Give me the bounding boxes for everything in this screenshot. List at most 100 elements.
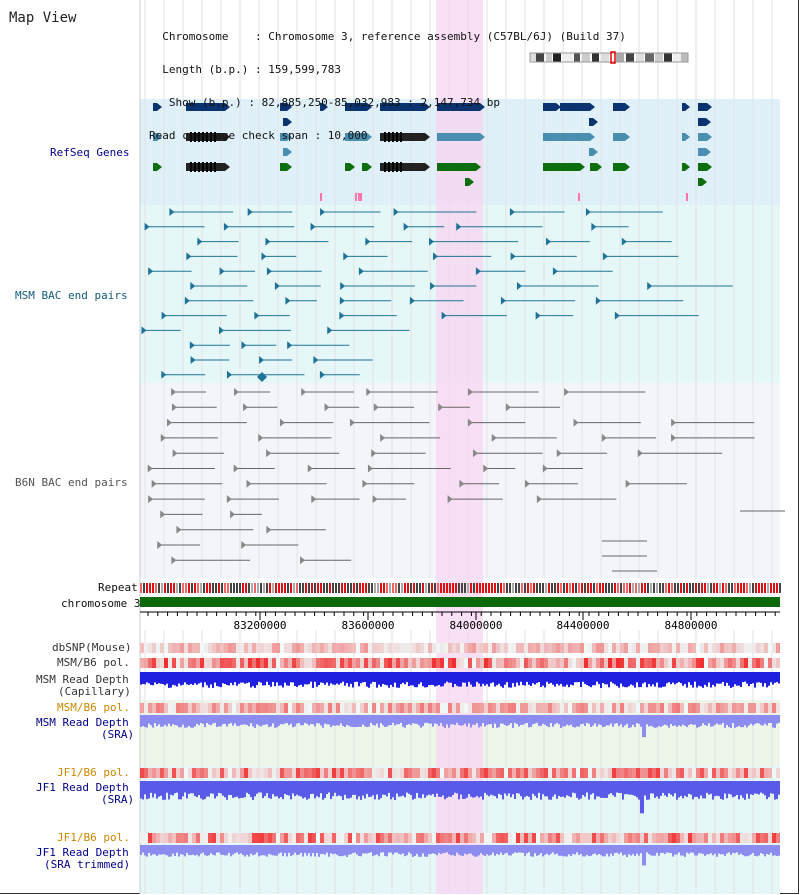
polymorphism-cell bbox=[704, 658, 708, 668]
read-depth-bar bbox=[446, 715, 448, 725]
read-depth-bar bbox=[338, 845, 340, 857]
read-depth-bar bbox=[330, 781, 332, 800]
polymorphism-cell bbox=[452, 703, 456, 713]
read-depth-bar bbox=[586, 672, 588, 685]
polymorphism-cell bbox=[584, 768, 588, 778]
read-depth-bar bbox=[704, 845, 706, 856]
gene-arrow bbox=[707, 103, 712, 111]
read-depth-bar bbox=[378, 845, 380, 857]
polymorphism-cell bbox=[408, 703, 412, 713]
track-label-jf1-depth-sra[interactable]: JF1 Read Depth bbox=[36, 781, 129, 794]
polymorphism-cell bbox=[248, 768, 252, 778]
polymorphism-cell bbox=[728, 643, 732, 653]
gene-exon-stripe bbox=[396, 162, 398, 172]
polymorphism-cell bbox=[664, 768, 668, 778]
read-depth-bar bbox=[756, 715, 758, 724]
polymorphism-cell bbox=[272, 768, 276, 778]
read-depth-bar bbox=[186, 845, 188, 854]
read-depth-bar bbox=[684, 672, 686, 685]
polymorphism-cell bbox=[168, 658, 172, 668]
track-label-jf1-b6-pol-2[interactable]: JF1/B6 pol. bbox=[57, 831, 130, 844]
track-label-repeat[interactable]: Repeat bbox=[98, 581, 138, 594]
polymorphism-cell bbox=[180, 658, 184, 668]
read-depth-bar bbox=[660, 781, 662, 796]
msm-bac-end bbox=[621, 237, 627, 246]
read-depth-bar bbox=[204, 672, 206, 683]
polymorphism-cell bbox=[364, 768, 368, 778]
polymorphism-cell bbox=[708, 768, 712, 778]
read-depth-bar bbox=[576, 781, 578, 798]
gene-exon bbox=[186, 103, 225, 111]
gene-exon bbox=[698, 148, 706, 156]
polymorphism-cell bbox=[616, 703, 620, 713]
read-depth-bar bbox=[752, 715, 754, 726]
gene-arrow bbox=[225, 163, 230, 171]
track-label-msm-b6-pol[interactable]: MSM/B6 pol. bbox=[57, 656, 130, 669]
track-label-msm-b6-pol-2[interactable]: MSM/B6 pol. bbox=[57, 701, 130, 714]
track-label-b6n-bac[interactable]: B6N BAC end pairs bbox=[15, 476, 128, 489]
polymorphism-cell bbox=[732, 833, 736, 843]
track-label-jf1-b6-pol[interactable]: JF1/B6 pol. bbox=[57, 766, 130, 779]
read-depth-bar bbox=[672, 845, 674, 857]
read-depth-bar bbox=[422, 715, 424, 727]
read-depth-bar bbox=[528, 845, 530, 853]
polymorphism-cell bbox=[348, 658, 352, 668]
read-depth-bar bbox=[146, 672, 148, 683]
polymorphism-cell bbox=[288, 643, 292, 653]
read-depth-bar bbox=[632, 781, 634, 796]
polymorphism-cell bbox=[156, 768, 160, 778]
repeat-element bbox=[674, 583, 676, 593]
read-depth-bar bbox=[490, 781, 492, 795]
track-label-msm-bac[interactable]: MSM BAC end pairs bbox=[15, 289, 128, 302]
read-depth-bar bbox=[536, 672, 538, 683]
read-depth-bar bbox=[336, 672, 338, 684]
read-depth-bar bbox=[500, 672, 502, 687]
ideogram-band bbox=[563, 53, 573, 62]
read-depth-bar bbox=[690, 781, 692, 795]
read-depth-bar bbox=[422, 781, 424, 795]
repeat-element bbox=[635, 583, 637, 593]
gene-exon-stripe bbox=[392, 162, 394, 172]
polymorphism-cell bbox=[736, 658, 740, 668]
read-depth-bar bbox=[296, 781, 298, 795]
polymorphism-cell bbox=[696, 643, 700, 653]
repeat-element bbox=[614, 583, 616, 593]
polymorphism-cell bbox=[652, 643, 656, 653]
polymorphism-cell bbox=[140, 703, 144, 713]
read-depth-bar bbox=[374, 781, 376, 800]
read-depth-bar bbox=[246, 845, 248, 855]
read-depth-bar bbox=[746, 845, 748, 857]
polymorphism-cell bbox=[284, 703, 288, 713]
track-label-jf1-depth-trim[interactable]: JF1 Read Depth bbox=[36, 846, 129, 859]
read-depth-bar bbox=[314, 781, 316, 799]
polymorphism-cell bbox=[472, 643, 476, 653]
polymorphism-cell bbox=[624, 768, 628, 778]
read-depth-bar bbox=[494, 845, 496, 856]
polymorphism-cell bbox=[276, 833, 280, 843]
gene-exon bbox=[543, 103, 556, 111]
track-label-msm-depth-cap[interactable]: MSM Read Depth bbox=[36, 673, 129, 686]
read-depth-bar bbox=[484, 715, 486, 727]
read-depth-bar bbox=[748, 845, 750, 856]
chromosome-band bbox=[140, 597, 780, 607]
b6n-bac-end bbox=[601, 433, 607, 442]
read-depth-bar bbox=[402, 781, 404, 796]
polymorphism-cell bbox=[436, 768, 440, 778]
read-depth-bar bbox=[622, 781, 624, 800]
read-depth-bar bbox=[706, 781, 708, 793]
read-depth-bar bbox=[728, 672, 730, 686]
read-depth-bar bbox=[564, 781, 566, 798]
polymorphism-cell bbox=[312, 658, 316, 668]
polymorphism-cell bbox=[592, 643, 596, 653]
track-label-msm-depth-sra[interactable]: MSM Read Depth bbox=[36, 716, 129, 729]
polymorphism-cell bbox=[292, 833, 296, 843]
read-depth-bar bbox=[372, 672, 374, 682]
read-depth-bar bbox=[524, 845, 526, 856]
read-depth-bar bbox=[420, 845, 422, 857]
track-label-refseq[interactable]: RefSeq Genes bbox=[50, 146, 130, 159]
read-depth-bar bbox=[190, 781, 192, 794]
repeat-element bbox=[356, 583, 358, 593]
track-label-dbsnp[interactable]: dbSNP(Mouse) bbox=[52, 641, 132, 654]
read-depth-bar bbox=[466, 672, 468, 687]
